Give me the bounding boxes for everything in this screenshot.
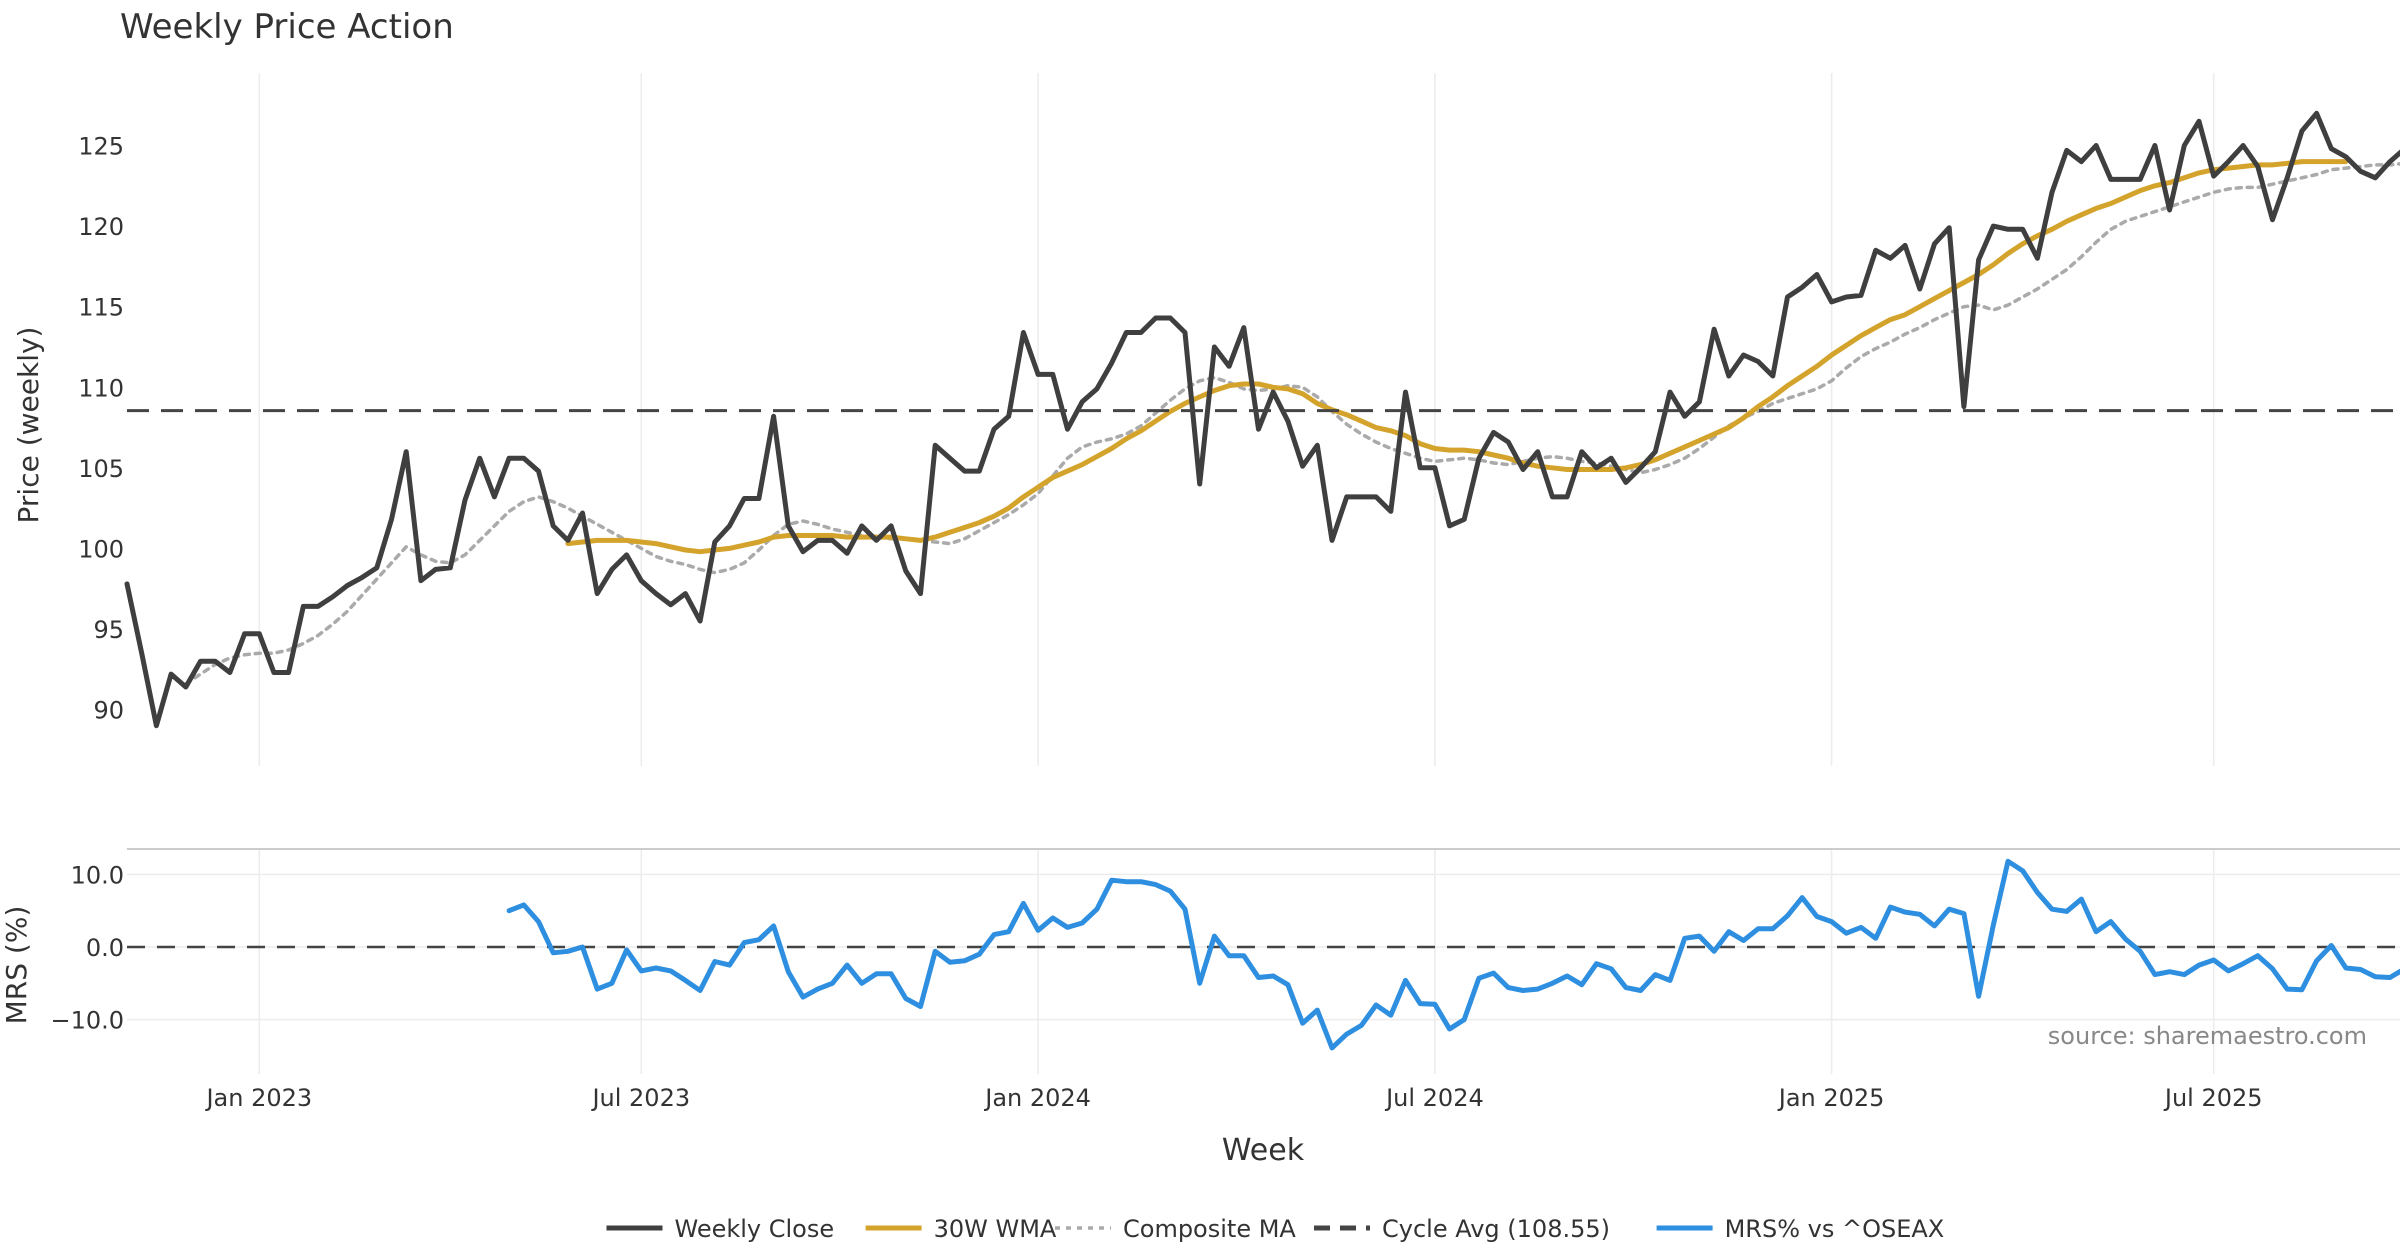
x-tick-label: Jan 2023	[204, 1084, 312, 1112]
price-y-tick-label: 90	[93, 697, 124, 725]
legend: Weekly Close 30W WMA Composite MA Cycle Avg…	[606, 1215, 1945, 1243]
price-y-tick-label: 125	[78, 133, 124, 161]
legend-item-30w-wma: 30W WMA	[865, 1215, 1057, 1243]
x-tick-label: Jul 2024	[1384, 1084, 1484, 1112]
x-tick-label: Jul 2023	[590, 1084, 690, 1112]
legend-label: MRS% vs ^OSEAX	[1725, 1215, 1945, 1243]
mrs-y-tick-labels: 10.0 0.0 −10.0	[50, 861, 124, 1034]
price-y-tick-label: 120	[78, 213, 124, 241]
price-y-tick-labels: 90 95 100 105 110 115 120 125	[78, 133, 124, 725]
legend-label: Composite MA	[1123, 1215, 1296, 1243]
price-series-group	[124, 110, 2400, 729]
legend-label: Cycle Avg (108.55)	[1382, 1215, 1610, 1243]
chart-title: Weekly Price Action	[120, 7, 454, 47]
price-y-tick-label: 95	[93, 616, 124, 644]
mrs-y-tick-label: −10.0	[50, 1007, 124, 1035]
legend-label: Weekly Close	[675, 1215, 835, 1243]
series-weekly-close	[124, 110, 2400, 729]
price-gridlines	[258, 73, 2215, 766]
mrs-y-tick-label: 10.0	[71, 861, 124, 889]
price-y-tick-label: 115	[78, 294, 124, 322]
series-30w-wma	[565, 159, 2349, 555]
legend-item-mrs-vs-oseax: MRS% vs ^OSEAX	[1656, 1215, 1945, 1243]
x-tick-label: Jan 2025	[1777, 1084, 1885, 1112]
price-y-axis-label: Price (weekly)	[12, 327, 45, 524]
price-y-tick-label: 110	[78, 374, 124, 402]
x-axis-label: Week	[1222, 1133, 1305, 1168]
mrs-series-group	[127, 858, 2400, 1051]
source-note: source: sharemaestro.com	[2048, 1022, 2367, 1050]
legend-item-composite-ma: Composite MA	[1055, 1215, 1296, 1243]
series-mrs-vs-oseax	[506, 858, 2400, 1051]
price-y-tick-label: 100	[78, 535, 124, 563]
legend-item-cycle-avg-108-55: Cycle Avg (108.55)	[1314, 1215, 1610, 1243]
legend-label: 30W WMA	[934, 1215, 1057, 1243]
x-tick-labels: Jan 2023 Jul 2023 Jan 2024 Jul 2024 Jan 2025…	[204, 1084, 2262, 1112]
series-composite-ma	[184, 162, 2400, 686]
price-y-tick-label: 105	[78, 455, 124, 483]
x-tick-label: Jul 2025	[2163, 1084, 2263, 1112]
x-tick-label: Jan 2024	[983, 1084, 1091, 1112]
mrs-y-tick-label: 0.0	[86, 934, 124, 962]
mrs-y-axis-label: MRS (%)	[0, 906, 33, 1025]
legend-item-weekly-close: Weekly Close	[606, 1215, 835, 1243]
